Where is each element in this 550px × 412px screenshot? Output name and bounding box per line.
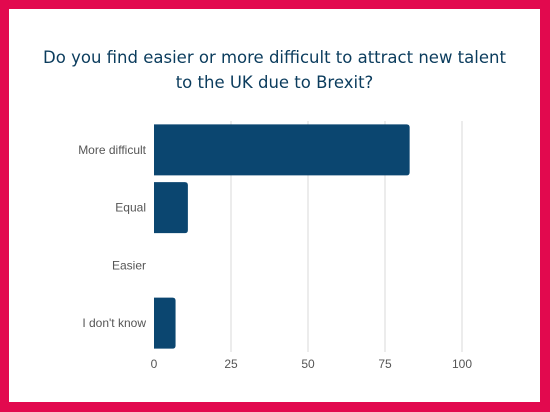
x-tick-label: 0 — [151, 357, 158, 371]
chart-title: Do you find easier or more difficult to … — [9, 45, 540, 95]
x-tick-label: 25 — [224, 357, 238, 371]
x-tick-label: 50 — [301, 357, 315, 371]
bar — [154, 297, 176, 349]
category-label: I don't know — [82, 316, 146, 330]
category-label: Easier — [112, 258, 146, 272]
chart-title-line-1: Do you find easier or more difficult to … — [43, 48, 506, 67]
chart-title-line-2: to the UK due to Brexit? — [175, 73, 374, 92]
x-tick-label: 75 — [378, 357, 392, 371]
chart-card: Do you find easier or more difficult to … — [9, 9, 540, 402]
category-label: More difficult — [78, 143, 146, 157]
bar — [154, 182, 188, 234]
bar — [154, 124, 410, 176]
x-tick-label: 100 — [452, 357, 472, 371]
category-label: Equal — [115, 201, 146, 215]
